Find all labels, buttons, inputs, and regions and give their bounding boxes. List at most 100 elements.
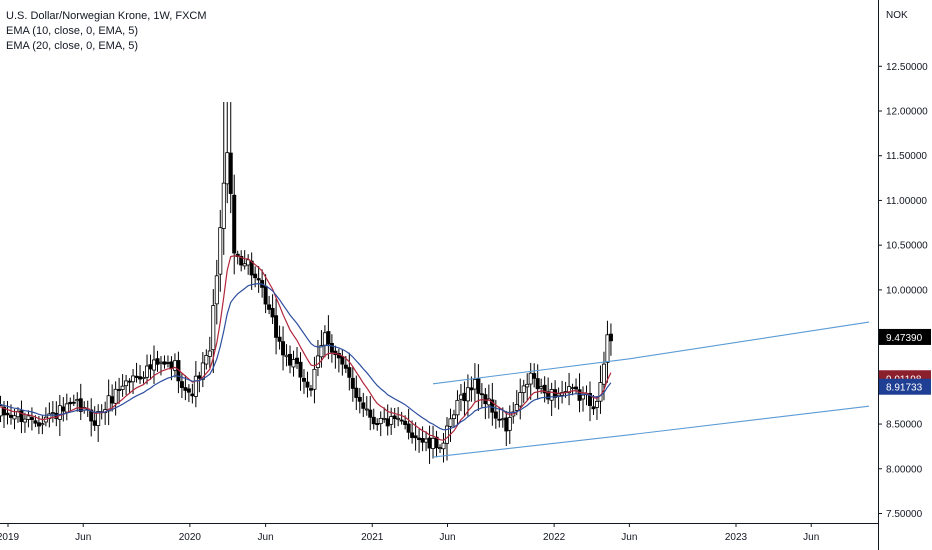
price-label-bg [879,328,931,345]
candle-body [326,331,331,345]
candle-body [410,432,415,438]
candle-body [504,417,509,432]
candle-body [75,399,80,402]
candle-body [591,406,596,410]
candle [486,384,491,419]
candle [431,425,436,459]
candle-body [392,415,397,420]
candle-body [242,263,247,267]
candle-body [295,357,300,364]
candle-body [22,418,27,423]
candle [29,407,34,431]
candle [417,428,422,453]
candle [483,387,488,420]
x-tick-label: Jun [621,532,637,543]
candle-body [434,436,439,449]
candle [448,408,453,442]
candle-body [455,399,460,416]
candle [295,346,300,369]
candle [385,404,390,436]
x-tick-label: 2021 [361,532,384,543]
candle-body [462,392,467,402]
candle-body [131,375,136,383]
candle [207,336,212,369]
candle [221,102,226,255]
candle-body [33,420,38,424]
candle [5,401,10,425]
candle-body [340,356,345,365]
candle-body [165,362,170,364]
candle [451,409,456,428]
candle-body [567,386,572,394]
candle [469,376,474,402]
candle [441,432,446,463]
candle [444,417,449,461]
candle [225,102,230,204]
candle-body [343,364,348,369]
candle [267,295,272,315]
candle-body [347,367,352,378]
candle-body [357,396,362,402]
candle [270,294,275,324]
candle [560,380,565,404]
candle-body [601,363,606,385]
candle [458,384,463,412]
candle [396,407,401,427]
candle [605,320,610,383]
candle [71,394,76,406]
candle-body [514,404,519,411]
y-tick-label: 8.00000 [886,464,923,475]
candle-body [479,393,484,396]
candle-body [389,416,394,425]
candle-body [396,417,401,420]
candle-body [298,361,303,378]
candle [54,401,59,427]
x-tick-label: Jun [803,532,819,543]
candle-body [193,375,198,397]
candle-body [472,379,477,390]
candle [504,410,509,447]
candle [256,266,261,293]
x-tick-label: Jun [258,532,274,543]
candle-body [315,355,320,368]
candle-body [68,401,73,405]
candle [308,384,313,397]
candle [514,390,519,416]
candle-body [225,152,230,185]
candle-body [5,412,10,416]
candle [567,372,572,406]
candle [120,374,125,397]
candle-body [138,376,143,380]
candle [424,431,429,452]
candle [546,377,551,405]
candle-body [518,392,523,407]
candle-body [120,385,125,390]
candle [204,349,209,370]
candle-body [329,342,334,353]
chart-title: U.S. Dollar/Norwegian Krone, 1W, FXCM [6,10,207,22]
candle-body [40,423,45,426]
candle [277,325,282,350]
candle-body [594,400,599,408]
price-label: 9.47390 [879,328,931,345]
candle [298,352,303,391]
candle [246,254,251,275]
candle [176,351,181,394]
candle-body [535,378,540,390]
candle [399,411,404,425]
candle-body [2,406,7,416]
candle-body [117,389,122,391]
candle [322,325,327,358]
candle-body [598,382,603,402]
candle [145,354,150,385]
candle [235,250,240,265]
candle-body [403,420,408,425]
candle-body [288,353,293,366]
candle [141,371,146,384]
candle-body [19,410,24,423]
price-label-text: 8.91733 [886,383,923,394]
candle-body [190,393,195,397]
candle-body [92,420,97,426]
candle-body [521,385,526,393]
